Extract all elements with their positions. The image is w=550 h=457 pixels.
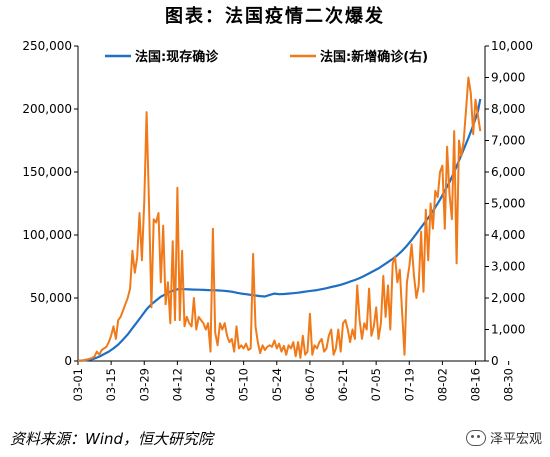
x-tick-label: 06-21 [336, 368, 350, 401]
chart: 0 50,000 100,000 150,000 200,000 250,000 0 1,0… [22, 39, 533, 401]
right-axis-ticks: 0 1,000 2,000 3,000 4,000 5,000 6,000 7,000 8,00… [485, 39, 533, 368]
right-tick-label: 6,000 [491, 165, 525, 179]
right-tick-label: 0 [491, 354, 499, 368]
wechat-icon [465, 429, 486, 446]
right-tick-label: 4,000 [491, 228, 525, 242]
x-tick-label: 03-15 [104, 368, 118, 401]
x-tick-label: 05-24 [270, 368, 284, 401]
x-tick-label: 08-16 [469, 368, 483, 401]
x-tick-label: 08-02 [435, 368, 449, 401]
series-line-active-cases [77, 98, 482, 362]
x-tick-label: 08-30 [502, 368, 516, 401]
legend-label: 法国:现存确诊 [135, 49, 219, 65]
series-lines [77, 76, 482, 362]
legend-label: 法国:新增确诊(右) [320, 49, 428, 65]
series-line-new-cases [77, 76, 482, 362]
left-tick-label: 50,000 [30, 291, 72, 305]
left-tick-label: 250,000 [22, 39, 72, 53]
x-tick-label: 04-26 [204, 368, 218, 401]
left-tick-label: 200,000 [22, 102, 72, 116]
legend: 法国:现存确诊 法国:新增确诊(右) [105, 49, 428, 65]
right-tick-label: 10,000 [491, 39, 533, 53]
source-note: 资料来源：Wind，恒大研究院 [10, 430, 214, 448]
right-tick-label: 7,000 [491, 134, 525, 148]
right-tick-label: 2,000 [491, 291, 525, 305]
axes-frame [77, 46, 486, 362]
chart-title: 图表：法国疫情二次爆发 [165, 6, 385, 27]
right-tick-label: 9,000 [491, 71, 525, 85]
x-tick-label: 07-19 [402, 368, 416, 401]
x-tick-label: 03-01 [71, 368, 85, 401]
watermark: 泽平宏观 [465, 428, 542, 447]
x-tick-label: 04-12 [170, 368, 184, 401]
x-tick-label: 07-05 [369, 368, 383, 401]
x-axis-ticks: 03-01 03-15 03-29 04-12 04-26 05-10 05-24 06-07… [71, 361, 516, 401]
left-tick-label: 100,000 [22, 228, 72, 242]
x-tick-label: 06-07 [303, 368, 317, 401]
watermark-text: 泽平宏观 [489, 432, 542, 447]
right-tick-label: 1,000 [491, 323, 525, 337]
x-tick-label: 03-29 [137, 368, 151, 401]
right-tick-label: 5,000 [491, 197, 525, 211]
left-tick-label: 150,000 [22, 165, 72, 179]
left-axis-ticks: 0 50,000 100,000 150,000 200,000 250,000 [22, 39, 78, 368]
left-tick-label: 0 [64, 354, 72, 368]
right-tick-label: 3,000 [491, 260, 525, 274]
x-tick-label: 05-10 [237, 368, 251, 401]
right-tick-label: 8,000 [491, 102, 525, 116]
